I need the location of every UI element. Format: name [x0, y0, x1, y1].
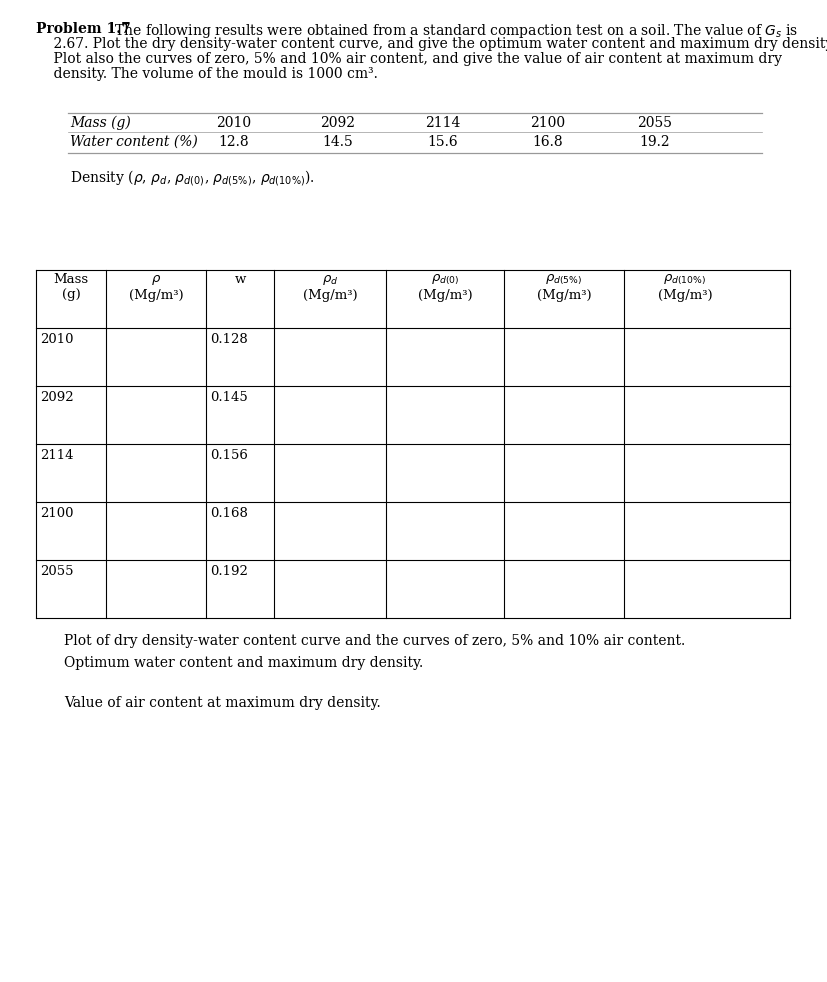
Text: $\rho_{d(5\%)}$
(Mg/m³): $\rho_{d(5\%)}$ (Mg/m³): [536, 273, 590, 302]
Text: Value of air content at maximum dry density.: Value of air content at maximum dry dens…: [64, 696, 380, 710]
Text: 2114: 2114: [425, 116, 460, 130]
Text: $\rho_{d(10\%)}$
(Mg/m³): $\rho_{d(10\%)}$ (Mg/m³): [657, 273, 711, 302]
Text: 0.128: 0.128: [210, 333, 247, 346]
Text: 0.156: 0.156: [210, 449, 247, 462]
Text: The following results were obtained from a standard compaction test on a soil. T: The following results were obtained from…: [110, 22, 797, 40]
Text: density. The volume of the mould is 1000 cm³.: density. The volume of the mould is 1000…: [36, 67, 377, 81]
Text: 2.67. Plot the dry density-water content curve, and give the optimum water conte: 2.67. Plot the dry density-water content…: [36, 37, 827, 51]
Text: 12.8: 12.8: [218, 135, 249, 149]
Text: 0.145: 0.145: [210, 391, 247, 404]
Text: 2100: 2100: [530, 116, 565, 130]
Text: 2055: 2055: [637, 116, 672, 130]
Text: Mass
(g): Mass (g): [54, 273, 88, 301]
Text: 2092: 2092: [40, 391, 74, 404]
Text: w: w: [234, 273, 246, 286]
Text: $\rho_{d(0)}$
(Mg/m³): $\rho_{d(0)}$ (Mg/m³): [417, 273, 471, 302]
Text: Plot also the curves of zero, 5% and 10% air content, and give the value of air : Plot also the curves of zero, 5% and 10%…: [36, 52, 781, 66]
Text: $\rho$
(Mg/m³): $\rho$ (Mg/m³): [128, 273, 183, 302]
Text: 19.2: 19.2: [639, 135, 670, 149]
Text: 2010: 2010: [40, 333, 74, 346]
Text: 2092: 2092: [320, 116, 355, 130]
Text: Plot of dry density-water content curve and the curves of zero, 5% and 10% air c: Plot of dry density-water content curve …: [64, 634, 685, 648]
Text: 15.6: 15.6: [428, 135, 458, 149]
Text: Problem 1.7: Problem 1.7: [36, 22, 131, 36]
Text: $\rho_d$
(Mg/m³): $\rho_d$ (Mg/m³): [303, 273, 357, 302]
Text: 0.168: 0.168: [210, 507, 247, 520]
Text: 14.5: 14.5: [323, 135, 353, 149]
Text: 2100: 2100: [40, 507, 74, 520]
Text: Optimum water content and maximum dry density.: Optimum water content and maximum dry de…: [64, 656, 423, 670]
Text: 2055: 2055: [40, 565, 74, 578]
Text: 0.192: 0.192: [210, 565, 247, 578]
Text: Water content (%): Water content (%): [70, 135, 198, 149]
Text: 2114: 2114: [40, 449, 74, 462]
Text: 16.8: 16.8: [532, 135, 562, 149]
Text: 2010: 2010: [216, 116, 251, 130]
Text: Mass (g): Mass (g): [70, 116, 131, 131]
Text: Density ($\rho$, $\rho_d$, $\rho_{d(0)}$, $\rho_{d(5\%)}$, $\rho_{d(10\%)}$).: Density ($\rho$, $\rho_d$, $\rho_{d(0)}$…: [70, 168, 314, 188]
